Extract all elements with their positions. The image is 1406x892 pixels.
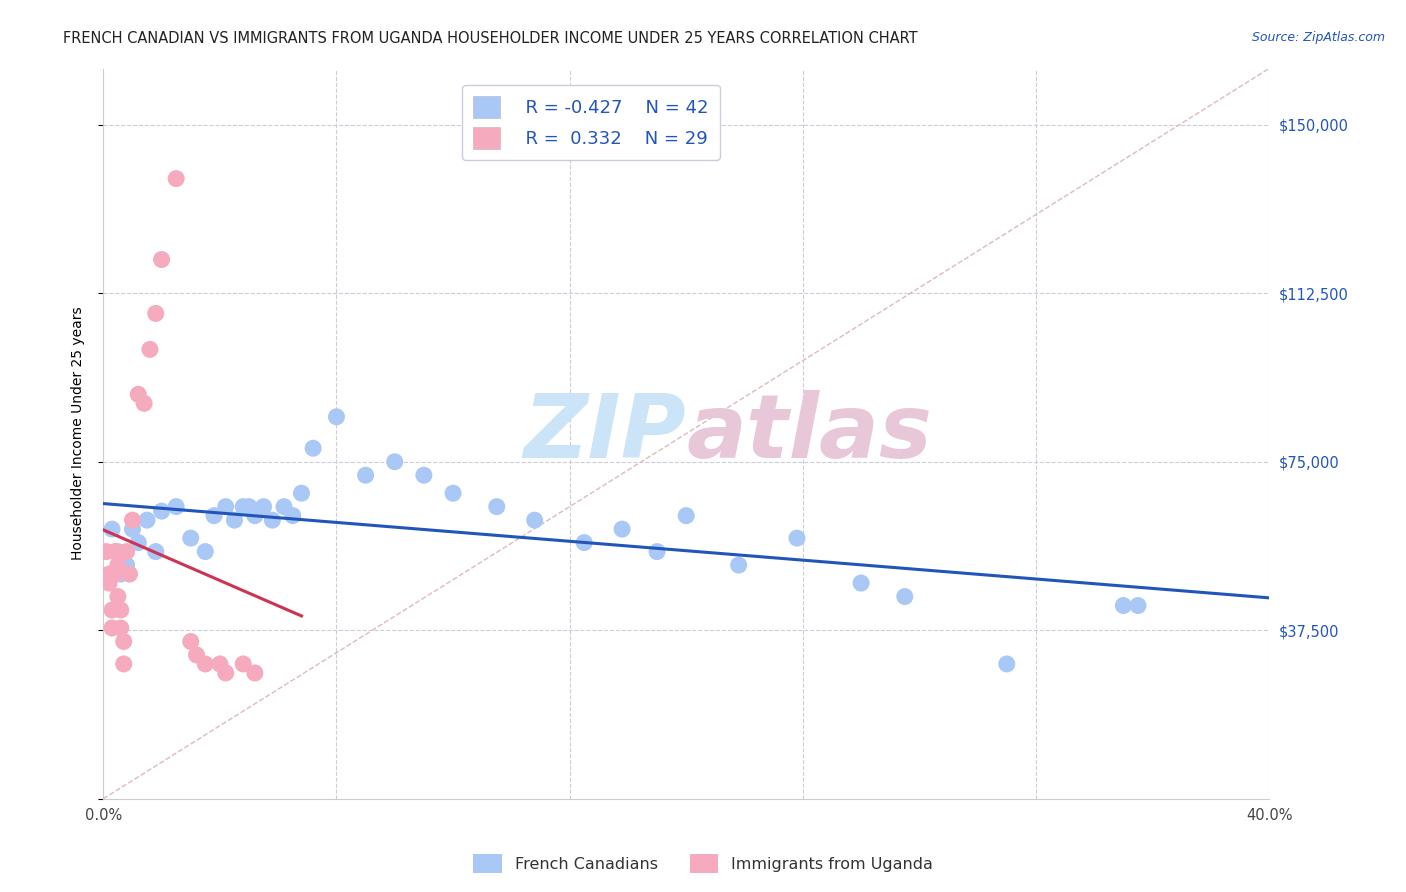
Point bbox=[112, 657, 135, 671]
Point bbox=[273, 500, 295, 514]
Point bbox=[238, 500, 260, 514]
Point bbox=[232, 657, 254, 671]
Point bbox=[215, 665, 238, 680]
Point bbox=[121, 522, 143, 536]
Point bbox=[290, 486, 312, 500]
Point bbox=[136, 513, 159, 527]
Point bbox=[186, 648, 208, 662]
Point bbox=[104, 567, 127, 582]
Point bbox=[224, 513, 246, 527]
Point bbox=[165, 171, 187, 186]
Point bbox=[115, 558, 138, 572]
Point bbox=[441, 486, 464, 500]
Point bbox=[110, 567, 132, 582]
Point bbox=[194, 657, 217, 671]
Point bbox=[101, 522, 124, 536]
Point bbox=[412, 468, 434, 483]
Point bbox=[180, 634, 202, 648]
Point bbox=[243, 665, 266, 680]
Point bbox=[1126, 599, 1149, 613]
Point bbox=[208, 657, 231, 671]
Point bbox=[523, 513, 546, 527]
Point bbox=[243, 508, 266, 523]
Point bbox=[110, 603, 132, 617]
Point bbox=[107, 544, 129, 558]
Point bbox=[675, 508, 697, 523]
Point bbox=[262, 513, 284, 527]
Text: atlas: atlas bbox=[686, 390, 932, 477]
Point bbox=[995, 657, 1018, 671]
Point bbox=[610, 522, 633, 536]
Point bbox=[786, 531, 808, 545]
Point bbox=[180, 531, 202, 545]
Point bbox=[232, 500, 254, 514]
Point bbox=[121, 513, 143, 527]
Point bbox=[354, 468, 377, 483]
Point bbox=[215, 500, 238, 514]
Point bbox=[325, 409, 347, 424]
Legend:   R = -0.427    N = 42,   R =  0.332    N = 29: R = -0.427 N = 42, R = 0.332 N = 29 bbox=[463, 85, 720, 160]
Text: FRENCH CANADIAN VS IMMIGRANTS FROM UGANDA HOUSEHOLDER INCOME UNDER 25 YEARS CORR: FRENCH CANADIAN VS IMMIGRANTS FROM UGAND… bbox=[63, 31, 918, 46]
Point bbox=[252, 500, 274, 514]
Point bbox=[849, 576, 872, 591]
Point bbox=[104, 544, 127, 558]
Point bbox=[194, 544, 217, 558]
Point bbox=[302, 442, 325, 456]
Point bbox=[132, 396, 155, 410]
Point bbox=[115, 544, 138, 558]
Point bbox=[894, 590, 917, 604]
Point bbox=[281, 508, 304, 523]
Point bbox=[384, 455, 406, 469]
Point bbox=[165, 500, 187, 514]
Point bbox=[101, 621, 124, 635]
Y-axis label: Householder Income Under 25 years: Householder Income Under 25 years bbox=[72, 307, 86, 560]
Point bbox=[112, 634, 135, 648]
Point bbox=[139, 343, 162, 357]
Point bbox=[127, 387, 149, 401]
Point bbox=[485, 500, 508, 514]
Point bbox=[101, 603, 124, 617]
Point bbox=[96, 544, 118, 558]
Point bbox=[145, 306, 167, 320]
Text: Source: ZipAtlas.com: Source: ZipAtlas.com bbox=[1251, 31, 1385, 45]
Point bbox=[107, 590, 129, 604]
Point bbox=[1112, 599, 1135, 613]
Point bbox=[118, 567, 141, 582]
Point bbox=[98, 567, 121, 582]
Point bbox=[150, 252, 173, 267]
Point bbox=[572, 535, 595, 549]
Point bbox=[127, 535, 149, 549]
Point bbox=[145, 544, 167, 558]
Point bbox=[98, 576, 121, 591]
Text: ZIP: ZIP bbox=[523, 390, 686, 477]
Point bbox=[202, 508, 225, 523]
Legend: French Canadians, Immigrants from Uganda: French Canadians, Immigrants from Uganda bbox=[467, 847, 939, 880]
Point bbox=[107, 558, 129, 572]
Point bbox=[727, 558, 749, 572]
Point bbox=[150, 504, 173, 518]
Point bbox=[110, 621, 132, 635]
Point bbox=[645, 544, 668, 558]
